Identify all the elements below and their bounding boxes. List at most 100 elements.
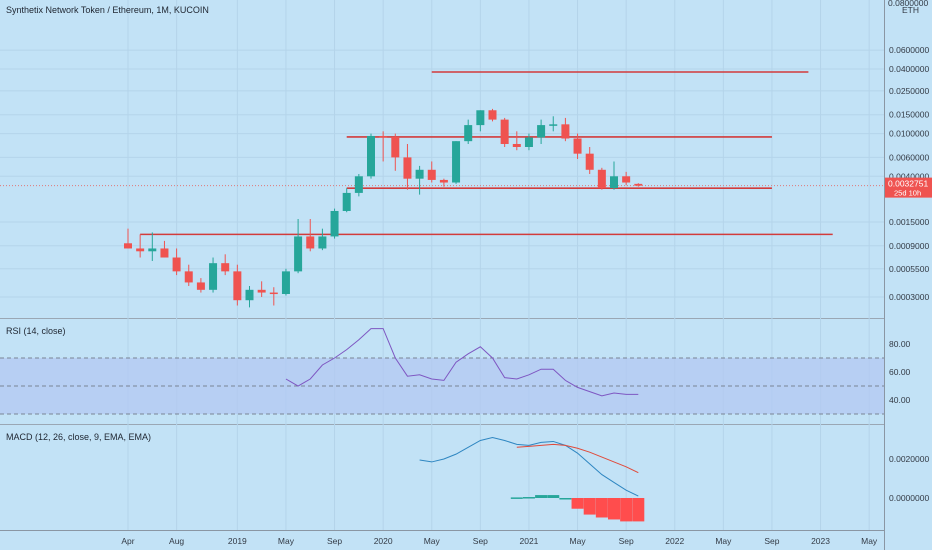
- candle-body: [476, 110, 485, 126]
- macd-histogram-bar: [522, 497, 535, 499]
- macd-histogram-bar: [510, 497, 523, 499]
- macd-tick-label: 0.0020000: [889, 454, 929, 464]
- time-tick-label: 2020: [374, 536, 393, 546]
- candle-body: [233, 271, 242, 301]
- candle-body: [221, 263, 230, 272]
- candle-body: [136, 248, 145, 252]
- time-tick-label: 2023: [811, 536, 830, 546]
- time-tick-label: May: [570, 536, 587, 546]
- macd-tick-label: 0.0000000: [889, 493, 929, 503]
- price-tick-label: 0.0150000: [889, 110, 929, 120]
- candle-body: [318, 236, 327, 249]
- candle-body: [439, 179, 448, 183]
- candle-body: [585, 153, 594, 170]
- candle-body: [452, 141, 461, 183]
- time-tick-label: May: [278, 536, 295, 546]
- candle-body: [160, 248, 169, 258]
- candle-body: [634, 183, 643, 186]
- time-tick-label: May: [715, 536, 732, 546]
- macd-histogram-bar: [559, 498, 572, 500]
- candle-body: [500, 119, 509, 144]
- candle-body: [427, 169, 436, 180]
- macd-histogram-bar: [608, 498, 620, 520]
- candle-body: [281, 271, 290, 294]
- price-unit-label: ETH: [902, 5, 919, 15]
- price-axis-top-label: 0.0800000: [888, 0, 928, 8]
- candle-body: [245, 289, 254, 301]
- price-tick-label: 0.0040000: [889, 171, 929, 181]
- macd-title: MACD (12, 26, close, 9, EMA, EMA): [6, 432, 151, 442]
- price-tick-label: 0.0250000: [889, 86, 929, 96]
- candle-body: [172, 257, 181, 272]
- rsi-tick-label: 80.00: [889, 339, 911, 349]
- candle-body: [573, 138, 582, 154]
- candle-body: [330, 210, 339, 237]
- candle-body: [306, 236, 315, 249]
- macd-histogram-bar: [595, 498, 608, 518]
- candle-body: [379, 135, 388, 138]
- candle-body: [184, 271, 193, 283]
- time-tick-label: 2019: [228, 536, 247, 546]
- candle-body: [610, 176, 618, 189]
- last-price-badge: [885, 177, 932, 198]
- rsi-pane: [0, 328, 884, 415]
- time-axis[interactable]: Apr Aug 2019 May Sep 2020 May Sep 2021 May Sep 2022…: [121, 536, 878, 546]
- price-tick-label: 0.0009000: [889, 241, 929, 251]
- time-tick-label: Sep: [619, 536, 634, 546]
- time-tick-label: May: [424, 536, 441, 546]
- time-tick-label: Aug: [169, 536, 184, 546]
- price-axis[interactable]: 0.0600000 0.0400000 0.0250000 0.0150000 0.01…: [889, 45, 929, 503]
- price-tick-label: 0.0100000: [889, 129, 929, 139]
- candle-body: [549, 124, 558, 126]
- macd-histogram-bar: [571, 498, 584, 509]
- candle-body: [512, 143, 521, 147]
- macd-histogram-bar: [547, 495, 560, 498]
- candle-body: [342, 192, 351, 211]
- macd-histogram-bar: [632, 498, 645, 522]
- candle-body: [537, 125, 546, 138]
- rsi-tick-label: 60.00: [889, 367, 911, 377]
- candle-body: [294, 236, 303, 272]
- candle-body: [488, 110, 497, 120]
- candle-body: [415, 169, 424, 179]
- time-tick-label: 2021: [519, 536, 538, 546]
- bar-countdown-label: 25d 10h: [894, 189, 921, 198]
- rsi-tick-label: 40.00: [889, 395, 911, 405]
- signal-line: [516, 443, 639, 474]
- macd-histogram-bar: [583, 498, 596, 515]
- candle-body: [124, 243, 132, 249]
- time-tick-label: Sep: [473, 536, 488, 546]
- last-price-label: 0.0032751: [888, 179, 928, 189]
- time-tick-label: Sep: [764, 536, 779, 546]
- candle-body: [561, 124, 570, 139]
- price-tick-label: 0.0003000: [889, 292, 929, 302]
- horizontal-lines[interactable]: [140, 71, 833, 236]
- chart-title: Synthetix Network Token / Ethereum, 1M, …: [6, 5, 209, 15]
- rsi-title: RSI (14, close): [6, 326, 66, 336]
- candle-body: [269, 292, 278, 295]
- candle-body: [391, 136, 400, 158]
- candle-body: [597, 169, 606, 189]
- time-tick-label: Apr: [121, 536, 134, 546]
- price-tick-label: 0.0060000: [889, 152, 929, 162]
- candle-body: [209, 263, 218, 290]
- price-tick-label: 0.0400000: [889, 64, 929, 74]
- candle-body: [257, 289, 266, 293]
- candle-body: [403, 157, 412, 179]
- time-tick-label: Sep: [327, 536, 342, 546]
- candle-body: [354, 176, 363, 193]
- candle-body: [148, 248, 157, 252]
- candle-body: [622, 176, 631, 183]
- price-tick-label: 0.0600000: [889, 45, 929, 55]
- macd-histogram-bar: [535, 495, 548, 498]
- candle-body: [524, 137, 533, 147]
- macd-pane: [419, 437, 645, 522]
- candles-group: [124, 108, 643, 308]
- candle-body: [196, 282, 205, 290]
- candle-body: [367, 135, 375, 177]
- time-tick-label: 2022: [665, 536, 684, 546]
- time-tick-label: May: [861, 536, 878, 546]
- rsi-line: [285, 328, 639, 397]
- price-tick-label: 0.0015000: [889, 217, 929, 227]
